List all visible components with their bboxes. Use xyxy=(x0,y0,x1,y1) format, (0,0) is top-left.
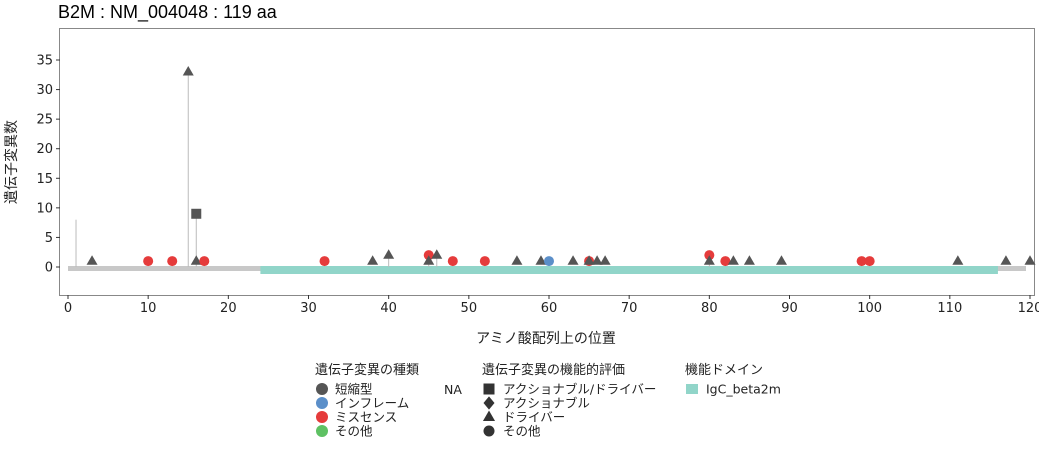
data-point xyxy=(367,255,379,265)
data-point xyxy=(567,255,579,265)
data-point xyxy=(431,249,443,259)
x-tick-label: 40 xyxy=(380,301,397,316)
x-tick-label: 10 xyxy=(140,301,157,316)
y-tick-label: 20 xyxy=(36,142,53,157)
legend-eval-label: その他 xyxy=(503,424,541,439)
data-point xyxy=(143,256,154,267)
data-point xyxy=(1000,255,1012,265)
data-point xyxy=(167,256,178,267)
x-tick-label: 0 xyxy=(64,301,72,316)
legend-eval-key xyxy=(483,383,495,395)
x-tick-label: 30 xyxy=(300,301,317,316)
data-point xyxy=(319,256,330,267)
y-tick-label: 25 xyxy=(36,113,53,128)
stem-layer xyxy=(75,71,710,267)
x-tick-label: 90 xyxy=(781,301,798,316)
data-point xyxy=(1024,255,1036,265)
legend: 遺伝子変異の種類 NA 遺伝子変異の機能的評価 機能ドメイン 短縮型インフレーム… xyxy=(315,362,781,439)
data-point xyxy=(447,256,458,267)
x-tick-label: 50 xyxy=(461,301,478,316)
data-point xyxy=(199,256,210,267)
legend-domain-key xyxy=(686,384,698,394)
axes-layer: 0 10 20 30 40 50 60 70 80 90 100 110 120 0 5 10 15 20 25 30… xyxy=(36,54,1039,317)
data-point xyxy=(423,250,434,261)
domain-bar xyxy=(260,266,998,274)
x-tick-label: 60 xyxy=(541,301,558,316)
data-point xyxy=(479,256,490,267)
data-point xyxy=(190,255,202,265)
point-layer xyxy=(86,65,1036,267)
x-tick-label: 20 xyxy=(220,301,237,316)
data-point xyxy=(952,255,964,265)
data-point xyxy=(591,255,603,265)
data-point xyxy=(191,208,202,219)
chart-title: B2M : NM_004048 : 119 aa xyxy=(58,2,278,23)
legend-eval-label: アクショナブル xyxy=(503,396,590,411)
legend-type-na: NA xyxy=(444,382,462,397)
data-point xyxy=(182,65,194,76)
y-tick-label: 10 xyxy=(36,201,53,216)
data-point xyxy=(544,256,554,267)
data-point xyxy=(743,255,755,265)
data-point xyxy=(86,255,98,265)
legend-type-label: インフレーム xyxy=(335,396,409,411)
data-point xyxy=(383,249,395,259)
legend-type-title: 遺伝子変異の種類 xyxy=(315,362,419,378)
x-tick-label: 110 xyxy=(937,301,962,316)
legend-domain-label: IgC_beta2m xyxy=(706,382,781,397)
legend-type-key xyxy=(316,383,328,395)
y-tick-label: 0 xyxy=(45,261,53,276)
data-point xyxy=(856,256,867,267)
legend-type-label: ミスセンス xyxy=(335,410,397,425)
legend-type-label: 短縮型 xyxy=(335,382,373,397)
data-point xyxy=(775,255,787,265)
x-tick-label: 70 xyxy=(621,301,638,316)
y-tick-label: 15 xyxy=(36,172,53,187)
x-tick-label: 80 xyxy=(701,301,718,316)
domain-layer xyxy=(68,266,1026,274)
x-tick-label: 100 xyxy=(857,301,882,316)
data-point xyxy=(703,255,715,265)
data-point xyxy=(599,255,611,265)
legend-domain-title: 機能ドメイン xyxy=(685,363,763,378)
legend-eval-title: 遺伝子変異の機能的評価 xyxy=(482,362,625,378)
y-axis-label: 遺伝子変異数 xyxy=(3,120,20,204)
legend-type-label: その他 xyxy=(335,424,373,439)
legend-eval-key xyxy=(483,425,495,437)
legend-eval-key xyxy=(483,396,495,410)
data-point xyxy=(583,255,595,265)
data-point xyxy=(864,256,875,267)
y-tick-label: 5 xyxy=(45,231,53,246)
y-tick-label: 30 xyxy=(36,83,53,98)
x-axis-label: アミノ酸配列上の位置 xyxy=(476,331,616,347)
plot-frame xyxy=(59,28,1035,296)
legend-type-key xyxy=(316,397,328,409)
legend-eval-label: ドライバー xyxy=(503,410,565,425)
data-point xyxy=(704,250,715,261)
y-tick-label: 35 xyxy=(36,54,53,69)
data-point xyxy=(720,256,731,267)
legend-eval-label: アクショナブル/ドライバー xyxy=(503,382,656,397)
legend-type-key xyxy=(316,411,328,423)
x-tick-label: 120 xyxy=(1018,301,1039,316)
legend-eval-key xyxy=(482,410,496,421)
legend-type-key xyxy=(316,425,328,437)
data-point xyxy=(727,255,739,265)
data-point xyxy=(423,255,435,265)
data-point xyxy=(535,255,547,265)
data-point xyxy=(511,255,523,265)
